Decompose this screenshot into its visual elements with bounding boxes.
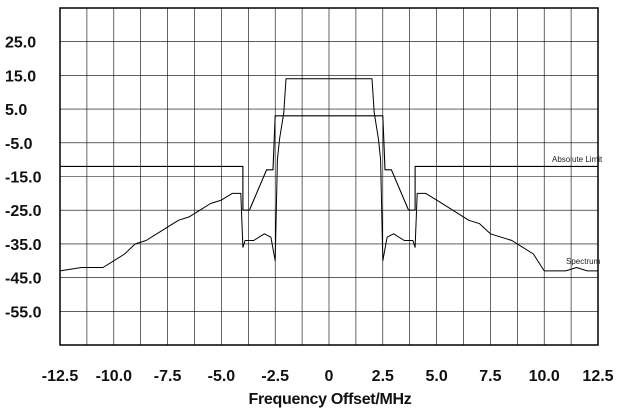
x-tick-label: -5.0 bbox=[208, 368, 236, 385]
x-tick-label: 2.5 bbox=[372, 368, 394, 385]
y-tick-label: -25.0 bbox=[5, 203, 42, 220]
grid bbox=[59, 7, 599, 346]
x-tick-label: 5.0 bbox=[425, 368, 447, 385]
y-tick-label: 25.0 bbox=[5, 35, 36, 52]
x-tick-label: 7.5 bbox=[479, 368, 501, 385]
y-tick-labels: 25.0 15.0 5.0 -5.0 -15.0 -25.0 -35.0 -45.0 -55.0 bbox=[5, 35, 42, 322]
absolute-limit-line bbox=[60, 115, 598, 211]
spectrum-line bbox=[59, 78, 598, 272]
spectrum-label: Spectrum bbox=[566, 257, 601, 266]
y-tick-label: -55.0 bbox=[5, 304, 42, 321]
absolute-limit-label: Absolute Limit bbox=[552, 155, 603, 164]
y-tick-label: 5.0 bbox=[5, 102, 27, 119]
y-tick-label: 15.0 bbox=[5, 68, 36, 85]
series-layer bbox=[59, 78, 598, 272]
y-tick-label: -5.0 bbox=[5, 136, 33, 153]
x-tick-label: -12.5 bbox=[42, 368, 79, 385]
y-tick-label: -35.0 bbox=[5, 237, 42, 254]
y-tick-label: -45.0 bbox=[5, 271, 42, 288]
x-tick-label: -2.5 bbox=[261, 368, 289, 385]
x-tick-label: -10.0 bbox=[96, 368, 133, 385]
y-tick-label: -15.0 bbox=[5, 170, 42, 187]
x-axis-label: Frequency Offset/MHz bbox=[249, 391, 412, 408]
x-tick-label: -7.5 bbox=[154, 368, 182, 385]
x-tick-label: 0 bbox=[325, 368, 334, 385]
x-tick-label: 12.5 bbox=[582, 368, 613, 385]
x-tick-labels: -12.5 -10.0 -7.5 -5.0 -2.5 0 2.5 5.0 7.5 10.0 12.5 bbox=[42, 368, 614, 385]
x-tick-label: 10.0 bbox=[529, 368, 560, 385]
